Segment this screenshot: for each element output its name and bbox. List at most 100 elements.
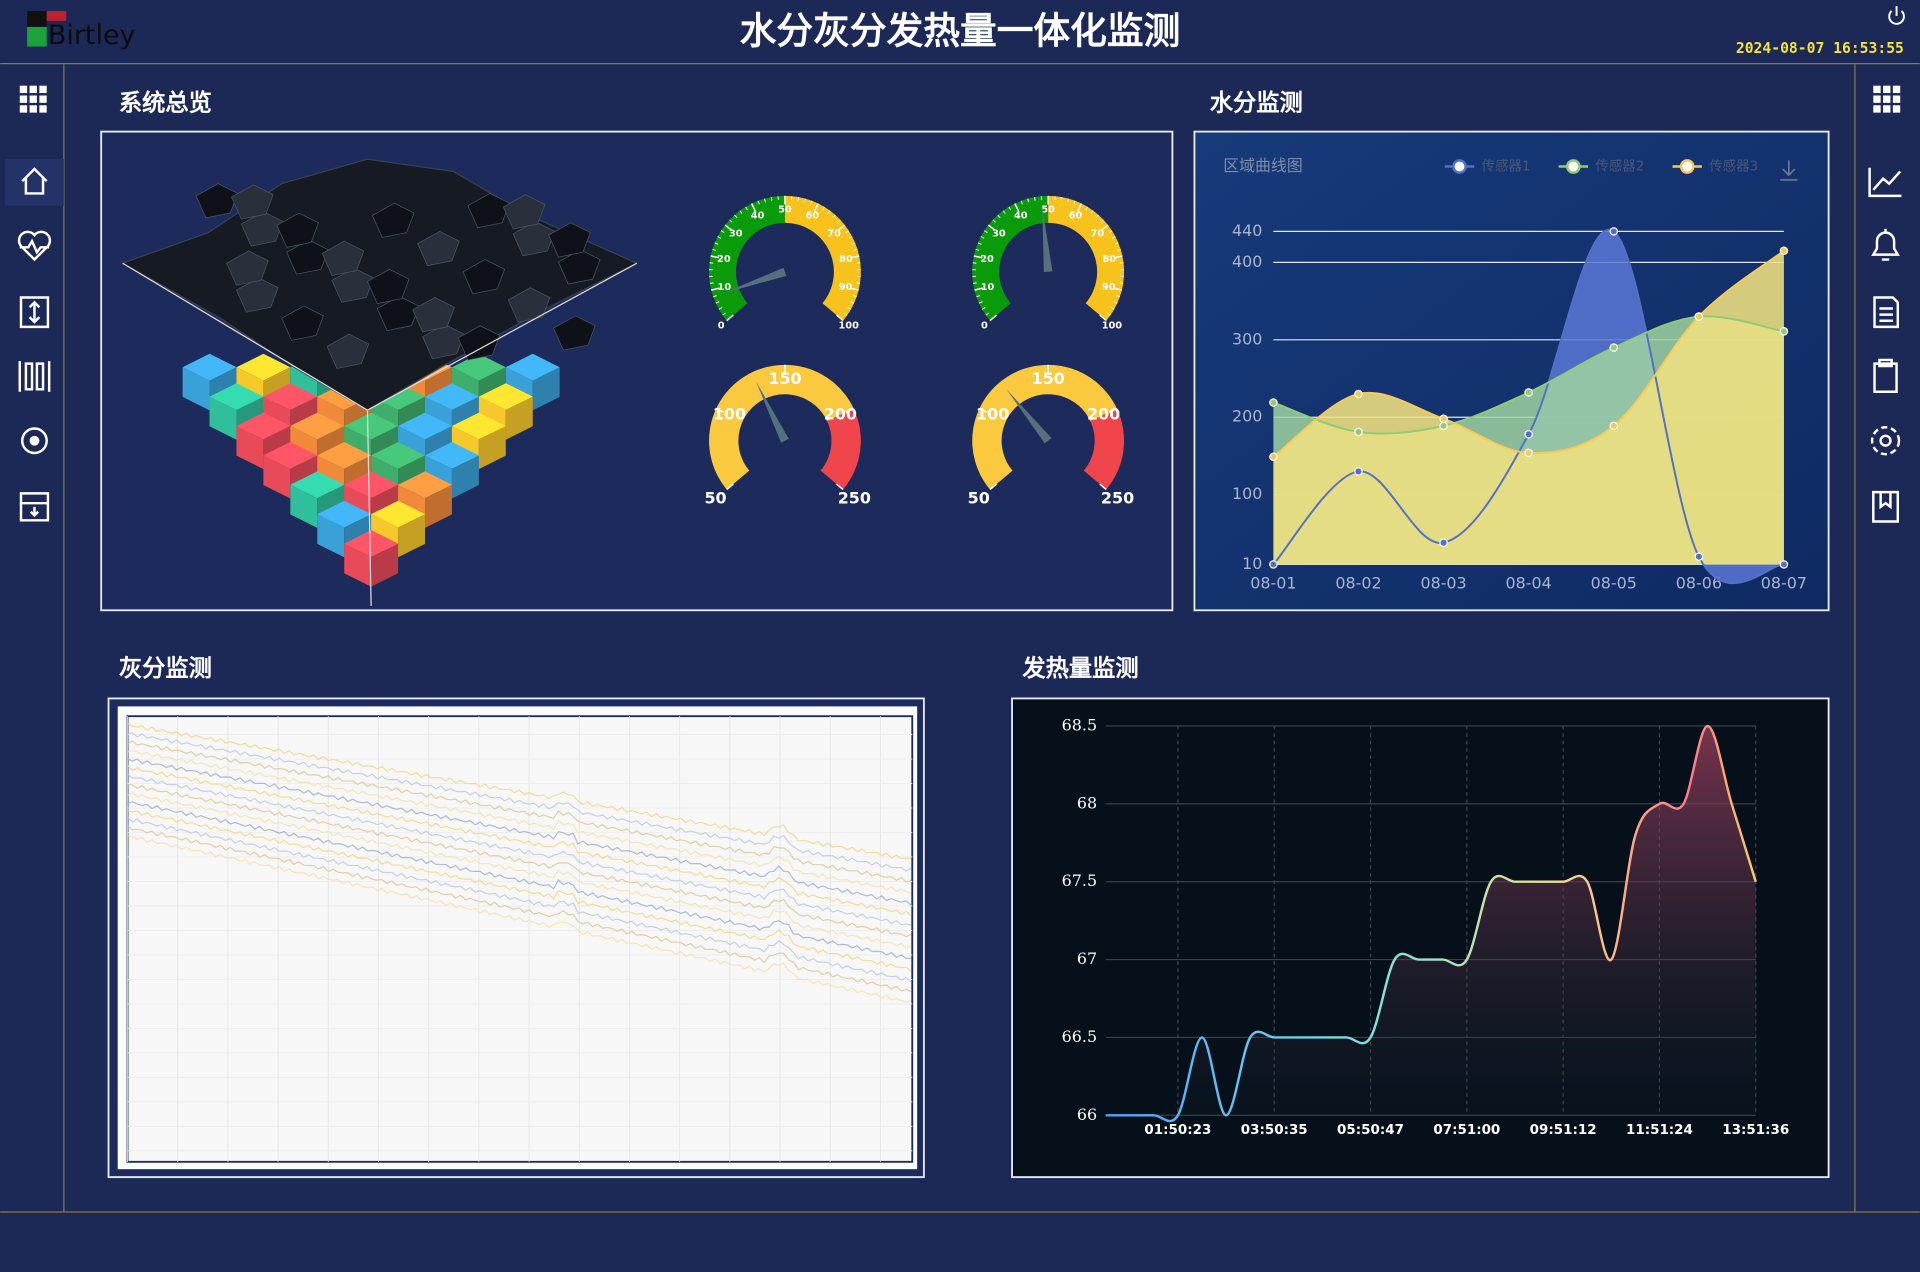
gauge-minor-tick	[729, 219, 733, 223]
gauge-label: 100	[713, 404, 746, 423]
gauge-tick	[989, 483, 998, 491]
power-button[interactable]	[1888, 6, 1905, 25]
cube-face	[505, 396, 533, 440]
ash-line	[127, 758, 912, 906]
gauge-tick	[726, 483, 734, 491]
gauge-minor-tick	[837, 219, 841, 223]
gauge-tick	[1077, 203, 1083, 212]
ash-line	[127, 784, 912, 938]
ash-line	[127, 732, 912, 872]
series-line	[1105, 724, 1757, 1123]
wireframe	[122, 262, 638, 607]
coal-chunk	[276, 212, 319, 248]
gauge-minor-tick	[821, 206, 825, 211]
coal-chunk	[371, 202, 415, 238]
gauge-minor-tick	[973, 282, 977, 284]
gauge-band	[820, 408, 861, 490]
gauge-minor-tick	[852, 295, 857, 298]
gauge-label: 40	[751, 211, 765, 222]
book-icon[interactable]	[1872, 490, 1900, 523]
x-tick-label: 11:51:24	[1626, 1123, 1693, 1138]
gauge-label: 70	[827, 228, 841, 239]
archive-icon[interactable]	[19, 492, 50, 522]
gauge-minor-tick	[1111, 236, 1116, 239]
gauge-label: 100	[976, 404, 1009, 423]
gauge-tick	[724, 224, 733, 231]
gauge-band	[709, 364, 854, 490]
ash-line	[127, 750, 912, 894]
level-icon[interactable]	[19, 296, 50, 329]
gauge-minor-tick	[981, 307, 986, 310]
gauge-minor-tick	[984, 230, 988, 234]
data-point	[1694, 552, 1704, 561]
menu-icon[interactable]	[1873, 85, 1901, 113]
gauge-minor-tick	[978, 301, 983, 304]
data-point	[1609, 227, 1619, 236]
coal-chunk	[462, 259, 506, 295]
gauge-minor-tick	[714, 242, 719, 245]
gauge-minor-tick	[980, 236, 985, 239]
target-icon[interactable]	[20, 427, 48, 455]
gauge-tick	[845, 407, 855, 413]
alarm-icon[interactable]	[1871, 228, 1900, 261]
panel-title: 发热量监测	[1021, 655, 1138, 682]
gauge-minor-tick	[1108, 230, 1113, 234]
data-point	[1609, 421, 1619, 431]
home-icon[interactable]	[21, 167, 48, 195]
gauge-minor-tick	[720, 230, 725, 234]
data-point	[1269, 452, 1278, 462]
target-dot	[29, 435, 40, 446]
coal-chunk	[226, 250, 269, 286]
y-tick-label: 10	[1242, 554, 1262, 573]
gauge-tick	[974, 287, 983, 291]
gauge-label: 200	[1087, 404, 1120, 423]
gauge-tick	[989, 314, 998, 322]
x-tick-label: 03:50:35	[1241, 1123, 1308, 1138]
cube-face	[478, 426, 506, 470]
ash-line	[127, 816, 912, 983]
ash-line	[127, 740, 912, 883]
menu-icon[interactable]	[19, 85, 47, 113]
trend-icon[interactable]	[1868, 167, 1902, 198]
gauge-label: 0	[981, 320, 988, 331]
gauge-tick	[1100, 224, 1109, 231]
gauge-needle	[1006, 389, 1052, 444]
gauge-tick	[987, 224, 996, 231]
gauge-tick	[1099, 314, 1107, 322]
data-point	[1524, 429, 1533, 439]
gauge-minor-tick	[975, 248, 980, 251]
gauge-minor-tick	[832, 214, 836, 219]
coal-chunk	[321, 240, 365, 276]
cube-face	[371, 543, 399, 587]
y-tick-label: 68	[1077, 793, 1097, 812]
bar-icon[interactable]	[18, 361, 51, 392]
coal-chunk	[548, 222, 591, 258]
gauge-minor-tick	[843, 312, 848, 316]
gauge-tick	[711, 287, 720, 291]
gauge-label: 0	[718, 320, 725, 331]
gauge-minor-tick	[810, 200, 813, 205]
coal-chunk	[553, 315, 596, 351]
gauge-tick	[710, 255, 720, 259]
gauge-label: 10	[981, 282, 995, 293]
health-icon[interactable]	[17, 230, 52, 262]
gauge-tick	[836, 314, 844, 322]
gauge-band	[972, 364, 1117, 490]
y-tick-label: 68.5	[1062, 715, 1097, 734]
legend-marker	[1679, 159, 1695, 174]
gauge-minor-tick	[827, 210, 831, 214]
cube-face	[344, 530, 399, 558]
y-tick-label: 200	[1232, 407, 1262, 426]
gauge-minor-tick	[1116, 295, 1120, 298]
gauge-minor-tick	[797, 197, 800, 201]
gauge-minor-tick	[764, 198, 766, 203]
settings-icon[interactable]	[1870, 426, 1901, 456]
gauge-minor-tick	[853, 248, 858, 251]
x-tick-label: 07:51:00	[1433, 1123, 1500, 1138]
report-icon[interactable]	[1873, 296, 1900, 329]
gauge-minor-tick	[1060, 197, 1063, 201]
datetime: 2024-08-07 16:53:55	[1736, 40, 1904, 57]
gauge-label: 60	[1069, 211, 1083, 222]
clipboard-icon[interactable]	[1873, 358, 1898, 393]
gauge-minor-tick	[977, 242, 982, 245]
